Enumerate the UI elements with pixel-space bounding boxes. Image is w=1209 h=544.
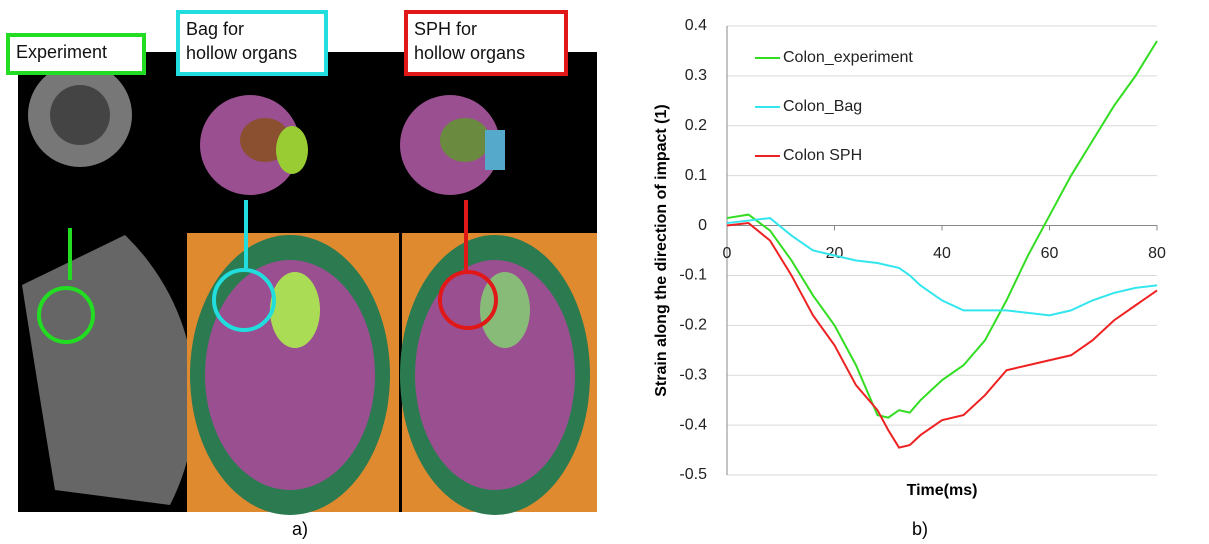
x-tick-label: 80 xyxy=(1148,245,1166,262)
y-axis-title: Strain along the direction of impact (1) xyxy=(653,104,670,396)
y-tick-label: 0.4 xyxy=(685,17,707,34)
y-tick-label: 0.3 xyxy=(685,67,707,84)
y-tick-label: -0.1 xyxy=(679,267,707,284)
y-tick-label: 0.1 xyxy=(685,167,707,184)
x-tick-label: 60 xyxy=(1041,245,1059,262)
y-tick-label: -0.4 xyxy=(679,416,707,433)
panel-label: Experiment xyxy=(16,42,107,62)
label-box xyxy=(6,33,146,75)
legend-label: Colon_experiment xyxy=(783,49,913,66)
panel-label: hollow organs xyxy=(186,43,297,63)
caption-a: a) xyxy=(292,519,308,539)
y-tick-label: 0.2 xyxy=(685,117,707,134)
caption-b: b) xyxy=(912,519,928,539)
legend-label: Colon SPH xyxy=(783,147,862,164)
x-tick-label: 40 xyxy=(933,245,951,262)
y-tick-label: 0 xyxy=(698,217,707,234)
panel-a-image xyxy=(18,52,597,515)
series-line xyxy=(726,217,1158,317)
panel-label: SPH for xyxy=(414,19,477,39)
panel-label: hollow organs xyxy=(414,43,525,63)
legend-label: Colon_Bag xyxy=(783,98,862,115)
panel-label: Bag for xyxy=(186,19,244,39)
series-line xyxy=(726,40,1158,419)
label-box xyxy=(176,10,328,76)
series-line xyxy=(726,222,1158,449)
y-tick-label: -0.2 xyxy=(679,317,707,334)
x-axis-title: Time(ms) xyxy=(907,482,978,499)
x-tick-label: 0 xyxy=(723,245,732,262)
label-box xyxy=(404,10,568,76)
y-tick-label: -0.3 xyxy=(679,366,707,383)
y-tick-label: -0.5 xyxy=(679,466,707,483)
